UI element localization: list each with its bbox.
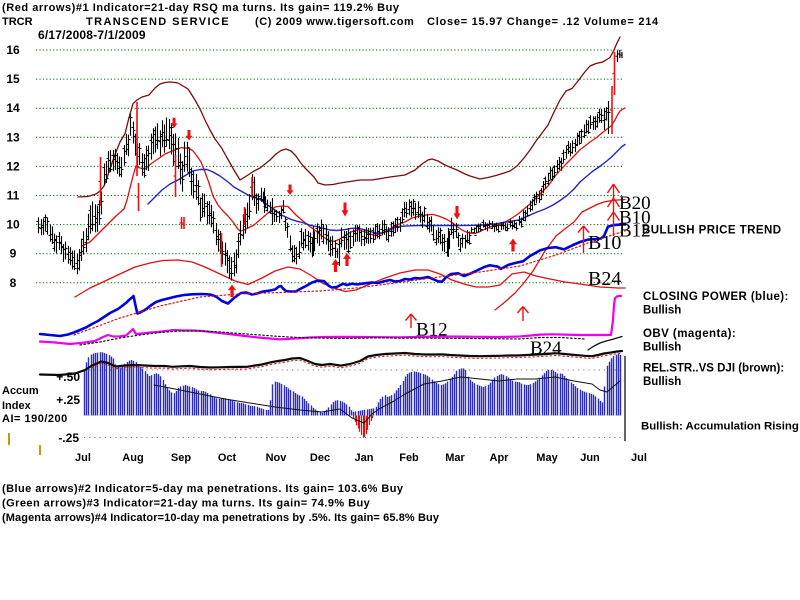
svg-text:Feb: Feb xyxy=(399,452,419,464)
svg-text:Oct: Oct xyxy=(218,452,237,464)
svg-text:Bullish: Accumulation Rising: Bullish: Accumulation Rising xyxy=(641,421,799,433)
svg-text:REL.STR..VS DJI (brown):: REL.STR..VS DJI (brown): xyxy=(643,363,784,375)
svg-text:B12: B12 xyxy=(416,320,448,341)
svg-text:Jul: Jul xyxy=(631,452,647,464)
svg-text:Bullish: Bullish xyxy=(643,376,681,388)
svg-text:15: 15 xyxy=(6,72,20,86)
svg-text:9: 9 xyxy=(10,247,17,261)
svg-text:Index: Index xyxy=(2,400,32,412)
svg-text:Jun: Jun xyxy=(580,452,600,464)
svg-text:Sep: Sep xyxy=(171,452,191,464)
svg-text:AI= 190/200: AI= 190/200 xyxy=(2,413,68,425)
svg-text:8: 8 xyxy=(10,276,17,290)
svg-text:Apr: Apr xyxy=(490,452,510,464)
svg-text:B20: B20 xyxy=(619,193,651,214)
svg-text:(Blue arrows)#2 Indicator=5-da: (Blue arrows)#2 Indicator=5-day ma penet… xyxy=(2,483,404,495)
svg-text:Dec: Dec xyxy=(310,452,330,464)
svg-text:+.25: +.25 xyxy=(56,393,80,407)
svg-text:Bullish: Bullish xyxy=(643,305,681,317)
svg-text:B12: B12 xyxy=(619,221,651,242)
svg-text:Jan: Jan xyxy=(355,452,374,464)
svg-text:6/17/2008-7/1/2009: 6/17/2008-7/1/2009 xyxy=(38,28,146,42)
svg-text:(C) 2009 www.tigersoft.com: (C) 2009 www.tigersoft.com xyxy=(255,16,414,28)
svg-text:B10: B10 xyxy=(588,232,621,254)
svg-text:Mar: Mar xyxy=(445,452,465,464)
svg-text:TRCR: TRCR xyxy=(2,16,33,28)
svg-text:CLOSING POWER (blue):: CLOSING POWER (blue): xyxy=(643,291,789,303)
svg-text:12: 12 xyxy=(6,159,20,173)
svg-text:Aug: Aug xyxy=(122,452,143,464)
svg-text:Close= 15.97 Change= .12 Vo: Close= 15.97 Change= .12 Volume= 214 xyxy=(427,16,659,28)
svg-text:Accum: Accum xyxy=(2,385,39,397)
svg-text:16: 16 xyxy=(6,43,20,57)
svg-text:Bullish: Bullish xyxy=(643,342,681,354)
svg-text:(Green arrows)#3 Indicator=21-: (Green arrows)#3 Indicator=21-day ma tur… xyxy=(2,498,371,510)
svg-text:B10: B10 xyxy=(619,208,651,229)
svg-text:TRANSCEND SERVICE: TRANSCEND SERVICE xyxy=(86,16,230,28)
svg-text:OBV (magenta):: OBV (magenta): xyxy=(643,328,736,340)
svg-text:Nov: Nov xyxy=(266,452,288,464)
svg-text:(Red arrows)#1 Indicator=21-da: (Red arrows)#1 Indicator=21-day RSQ ma t… xyxy=(2,2,400,14)
svg-text:May: May xyxy=(536,452,558,464)
svg-text:B24: B24 xyxy=(530,338,562,359)
svg-text:+.50: +.50 xyxy=(56,370,80,384)
svg-text:10: 10 xyxy=(6,218,20,232)
svg-text:14: 14 xyxy=(6,101,20,115)
svg-text:Jul: Jul xyxy=(75,452,91,464)
svg-text:BULLISH PRICE TREND: BULLISH PRICE TREND xyxy=(642,225,782,237)
svg-text:11: 11 xyxy=(7,189,20,203)
svg-text:-.25: -.25 xyxy=(58,431,79,445)
svg-text:B24: B24 xyxy=(588,268,621,290)
svg-text:13: 13 xyxy=(6,130,20,144)
svg-text:(Magenta arrows)#4 Indicator=1: (Magenta arrows)#4 Indicator=10-day ma p… xyxy=(2,512,440,524)
